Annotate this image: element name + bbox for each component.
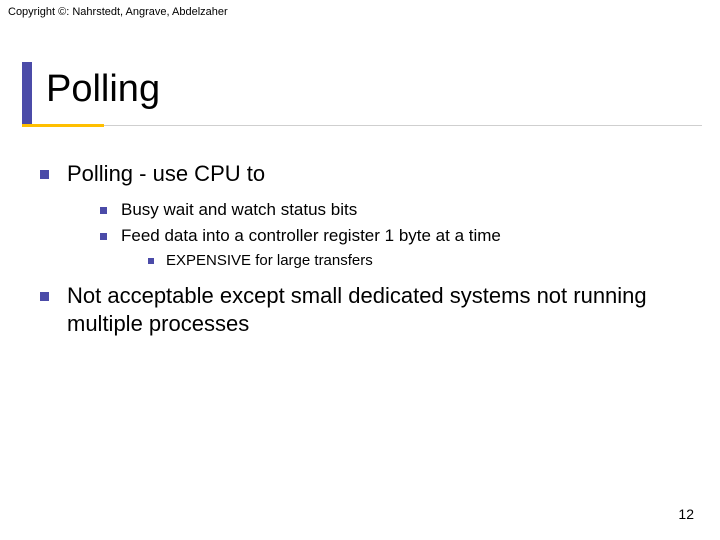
bullet-l3-group: EXPENSIVE for large transfers — [148, 251, 690, 271]
title-underline-accent — [22, 124, 104, 127]
bullet-text: Feed data into a controller register 1 b… — [121, 225, 501, 248]
bullet-text: EXPENSIVE for large transfers — [166, 251, 373, 271]
bullet-l2: Busy wait and watch status bits — [100, 199, 690, 222]
bullet-l3: EXPENSIVE for large transfers — [148, 251, 690, 271]
bullet-l1: Not acceptable except small dedicated sy… — [40, 282, 690, 339]
content-region: Polling - use CPU to Busy wait and watch… — [40, 160, 690, 345]
bullet-l2-group: Busy wait and watch status bits Feed dat… — [100, 199, 690, 272]
page-number: 12 — [678, 506, 694, 522]
bullet-text: Not acceptable except small dedicated sy… — [67, 282, 690, 339]
copyright-text: Copyright ©: Nahrstedt, Angrave, Abdelza… — [8, 6, 228, 18]
square-bullet-icon — [40, 170, 49, 179]
bullet-l1: Polling - use CPU to — [40, 160, 690, 189]
title-accent-bar — [22, 62, 32, 124]
bullet-l2: Feed data into a controller register 1 b… — [100, 225, 690, 248]
square-bullet-icon — [100, 207, 107, 214]
square-bullet-icon — [40, 292, 49, 301]
bullet-text: Polling - use CPU to — [67, 160, 265, 189]
bullet-text: Busy wait and watch status bits — [121, 199, 357, 222]
square-bullet-icon — [100, 233, 107, 240]
slide-title: Polling — [46, 68, 160, 111]
square-bullet-icon — [148, 258, 154, 264]
title-underline-light — [104, 125, 702, 126]
